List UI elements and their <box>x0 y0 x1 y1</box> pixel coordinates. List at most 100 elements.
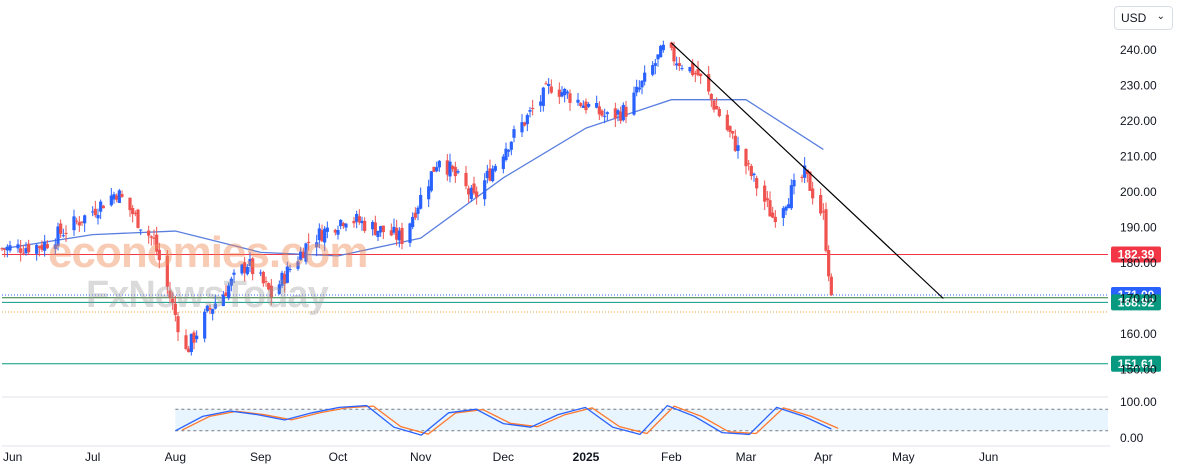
candle-body <box>400 227 404 245</box>
trend-line <box>670 42 944 299</box>
candle-body <box>531 107 535 110</box>
candle-body <box>603 115 607 117</box>
candle-body <box>613 108 617 119</box>
candle-body <box>283 274 287 284</box>
candle-body <box>541 87 545 106</box>
candle-body <box>600 110 604 116</box>
candle-body <box>509 141 513 150</box>
candle-body <box>656 54 660 60</box>
chevron-down-icon: ⌄ <box>1156 11 1165 22</box>
candle-body <box>325 227 329 232</box>
candle-body <box>811 188 815 199</box>
candle-body <box>341 223 345 227</box>
time-tick-label: Oct <box>329 450 348 464</box>
candle-body <box>560 92 564 97</box>
candle-body <box>357 216 361 223</box>
time-tick-label: 2025 <box>573 450 600 464</box>
moving-average <box>1 99 824 257</box>
candle-body <box>669 42 673 48</box>
candle-body <box>584 101 588 111</box>
candle-body <box>640 80 644 88</box>
candle-body <box>605 112 609 115</box>
candle-body <box>395 227 399 240</box>
candle-body <box>635 86 639 93</box>
candle-body <box>789 185 793 209</box>
candle-body <box>488 168 492 181</box>
candle-body <box>139 229 143 231</box>
candle-body <box>280 272 284 286</box>
candle-body <box>373 222 377 236</box>
candle-body <box>464 172 468 187</box>
candle-body <box>149 236 153 238</box>
candle-body <box>248 259 252 266</box>
candles <box>0 40 833 356</box>
currency-label: USD <box>1121 11 1147 25</box>
candle-body <box>381 225 385 233</box>
candle-body <box>56 226 60 246</box>
candle-body <box>379 226 383 233</box>
candle-body <box>339 219 343 227</box>
price-tick-label: 240.00 <box>1120 43 1157 57</box>
candle-body <box>155 234 159 252</box>
candle-body <box>824 209 828 251</box>
currency-selector[interactable]: USD ⌄ <box>1114 6 1173 30</box>
candle-body <box>240 264 244 274</box>
candle-body <box>360 220 364 224</box>
candle-body <box>53 244 57 249</box>
candle-body <box>715 105 719 110</box>
candle-body <box>800 176 804 178</box>
candle-body <box>251 258 255 275</box>
candle-body <box>576 99 580 103</box>
price-tick-label: 170.00 <box>1120 292 1157 306</box>
candle-body <box>565 91 569 94</box>
candle-body <box>389 230 393 236</box>
price-tick-label: 220.00 <box>1120 114 1157 128</box>
price-tick-label: 210.00 <box>1120 150 1157 164</box>
candle-body <box>232 272 236 275</box>
candle-body <box>659 45 663 58</box>
candle-body <box>763 185 767 202</box>
candle-body <box>43 241 47 251</box>
stochastic-k-line <box>175 404 832 436</box>
candle-body <box>725 114 729 130</box>
candle-body <box>523 122 527 126</box>
candle-body <box>544 83 548 85</box>
candle-body <box>64 232 68 234</box>
candle-body <box>485 170 489 179</box>
candle-body <box>3 248 7 250</box>
candle-body <box>696 69 700 76</box>
candle-body <box>437 160 441 168</box>
candle-body <box>456 171 460 173</box>
candle-body <box>40 244 44 250</box>
candle-body <box>491 168 495 182</box>
price-tick-label: 160.00 <box>1120 327 1157 341</box>
candle-body <box>549 86 553 93</box>
candle-body <box>616 110 620 115</box>
candle-body <box>397 230 401 241</box>
time-tick-label: Apr <box>814 450 833 464</box>
candle-body <box>792 179 796 187</box>
candle-body <box>781 208 785 218</box>
candle-body <box>285 266 289 283</box>
candle-body <box>643 72 647 82</box>
candle-body <box>269 285 273 298</box>
time-tick-label: Feb <box>661 450 682 464</box>
candle-body <box>621 104 625 121</box>
candle-body <box>259 272 263 274</box>
candle-body <box>176 316 180 333</box>
price-tick-label: 150.00 <box>1120 363 1157 377</box>
candle-body <box>432 166 436 172</box>
trend-line <box>670 42 944 299</box>
candle-body <box>99 201 103 212</box>
candle-body <box>557 89 561 97</box>
candle-body <box>157 249 161 261</box>
candle-body <box>112 194 116 200</box>
candle-body <box>672 46 676 62</box>
time-tick-label: Jun <box>3 450 22 464</box>
candle-body <box>475 191 479 198</box>
candle-body <box>653 63 657 66</box>
candle-body <box>709 93 713 100</box>
candle-body <box>184 335 188 349</box>
candle-body <box>72 216 76 231</box>
